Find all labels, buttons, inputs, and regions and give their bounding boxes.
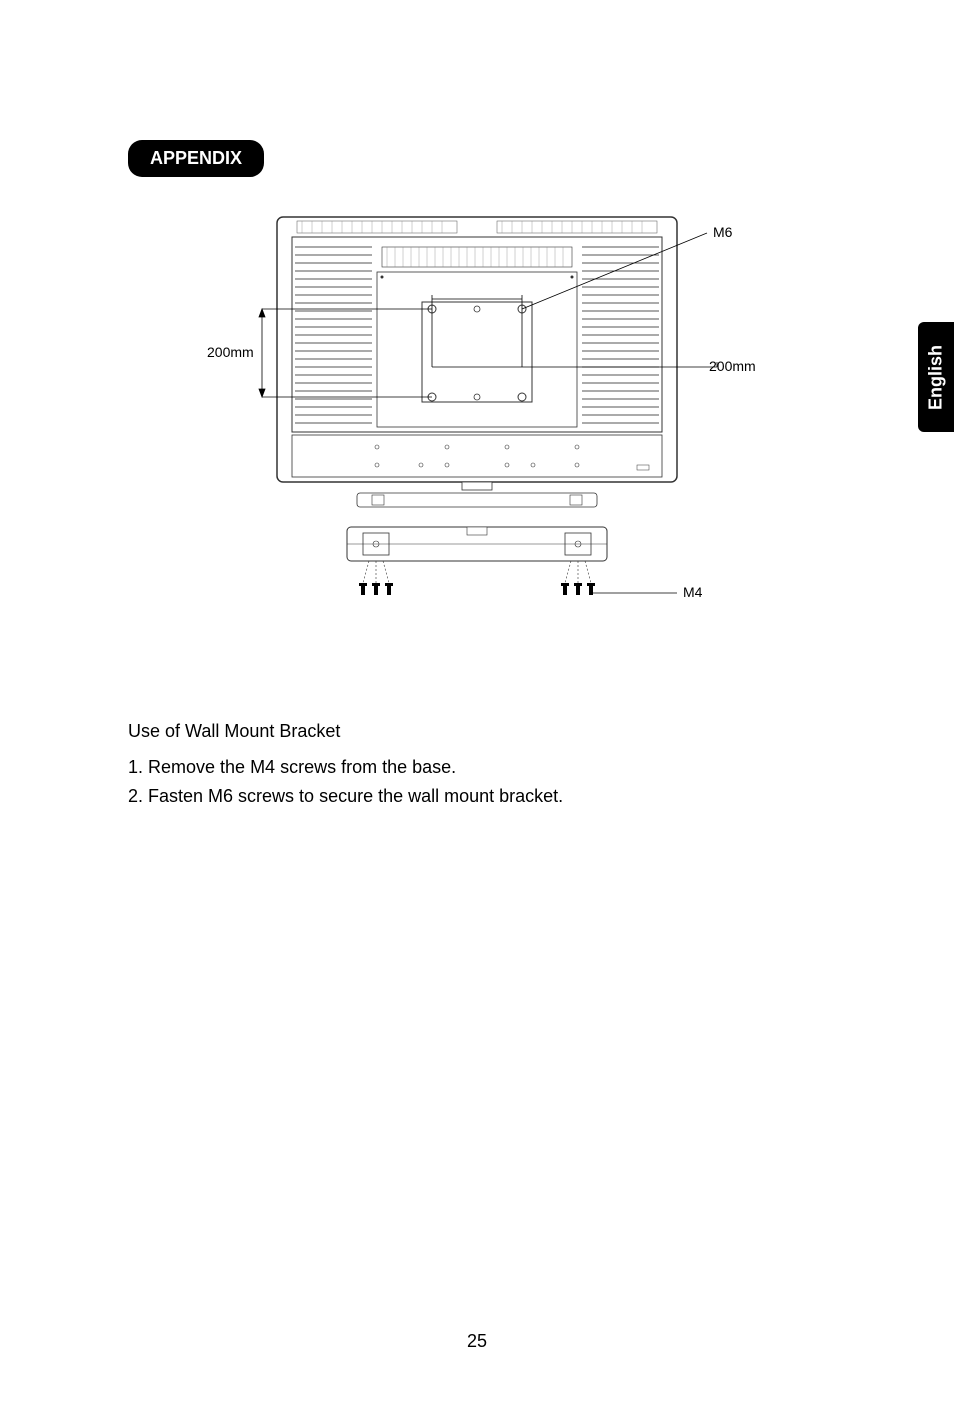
left-dimension-label: 200mm <box>207 344 254 360</box>
mounting-diagram: M6 M4 200mm <box>128 207 826 647</box>
page-number: 25 <box>0 1331 954 1352</box>
step-1: 1. Remove the M4 screws from the base. <box>128 753 826 783</box>
step-2: 2. Fasten M6 screws to secure the wall m… <box>128 782 826 812</box>
language-tab: English <box>918 322 954 432</box>
right-dimension-label: 200mm <box>709 358 756 374</box>
wall-mount-heading: Use of Wall Mount Bracket <box>128 717 826 747</box>
m6-label: M6 <box>713 224 733 240</box>
monitor-back-diagram: M6 M4 200mm <box>177 207 777 647</box>
section-tag: APPENDIX <box>128 140 264 177</box>
m4-label: M4 <box>683 584 703 600</box>
